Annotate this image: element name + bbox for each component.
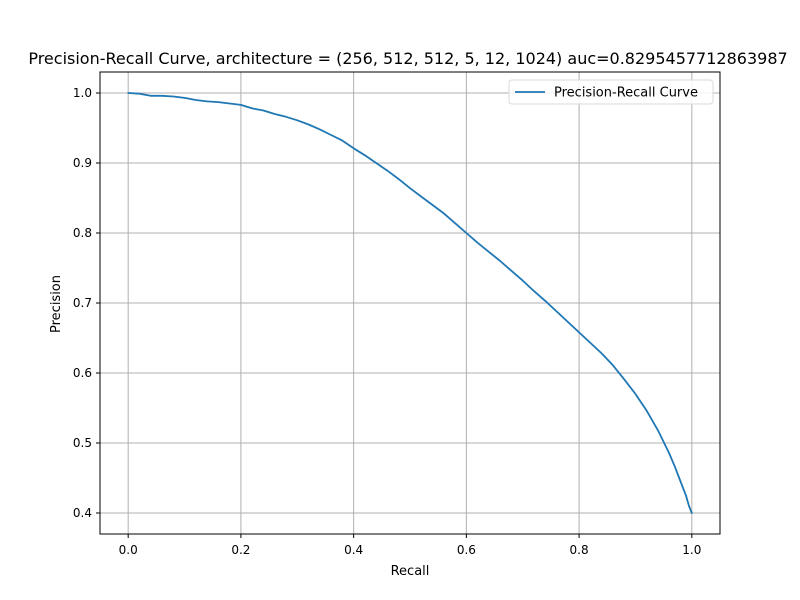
y-tick-label-1: 0.5	[73, 436, 92, 450]
y-tick-label-5: 0.9	[73, 156, 92, 170]
x-tick-label-1: 0.2	[231, 543, 250, 557]
legend: Precision-Recall Curve	[508, 79, 714, 105]
y-tick-label-6: 1.0	[73, 86, 92, 100]
legend-box	[508, 79, 714, 105]
series-line-0	[127, 92, 693, 514]
x-tick-label-2: 0.4	[344, 543, 363, 557]
y-axis-label: Precision	[49, 275, 64, 333]
x-axis-label: Recall	[391, 564, 430, 579]
legend-label-0: Precision-Recall Curve	[554, 86, 698, 101]
x-tick-label-3: 0.6	[457, 543, 476, 557]
x-tick-label-0: 0.0	[119, 543, 138, 557]
y-tick-label-3: 0.7	[73, 296, 92, 310]
tick-marks: 0.0 0.2 0.4 0.6 0.8 1.0 0.4 0.5 0.6 0.7 0.8 0.9 1.0	[73, 86, 701, 557]
y-tick-label-2: 0.6	[73, 366, 92, 380]
plot-area	[127, 92, 693, 514]
chart-title: Precision-Recall Curve, architecture = (…	[28, 49, 787, 68]
y-tick-label-0: 0.4	[73, 506, 92, 520]
x-tick-label-5: 1.0	[682, 543, 701, 557]
x-tick-label-4: 0.8	[570, 543, 589, 557]
y-tick-label-4: 0.8	[73, 226, 92, 240]
